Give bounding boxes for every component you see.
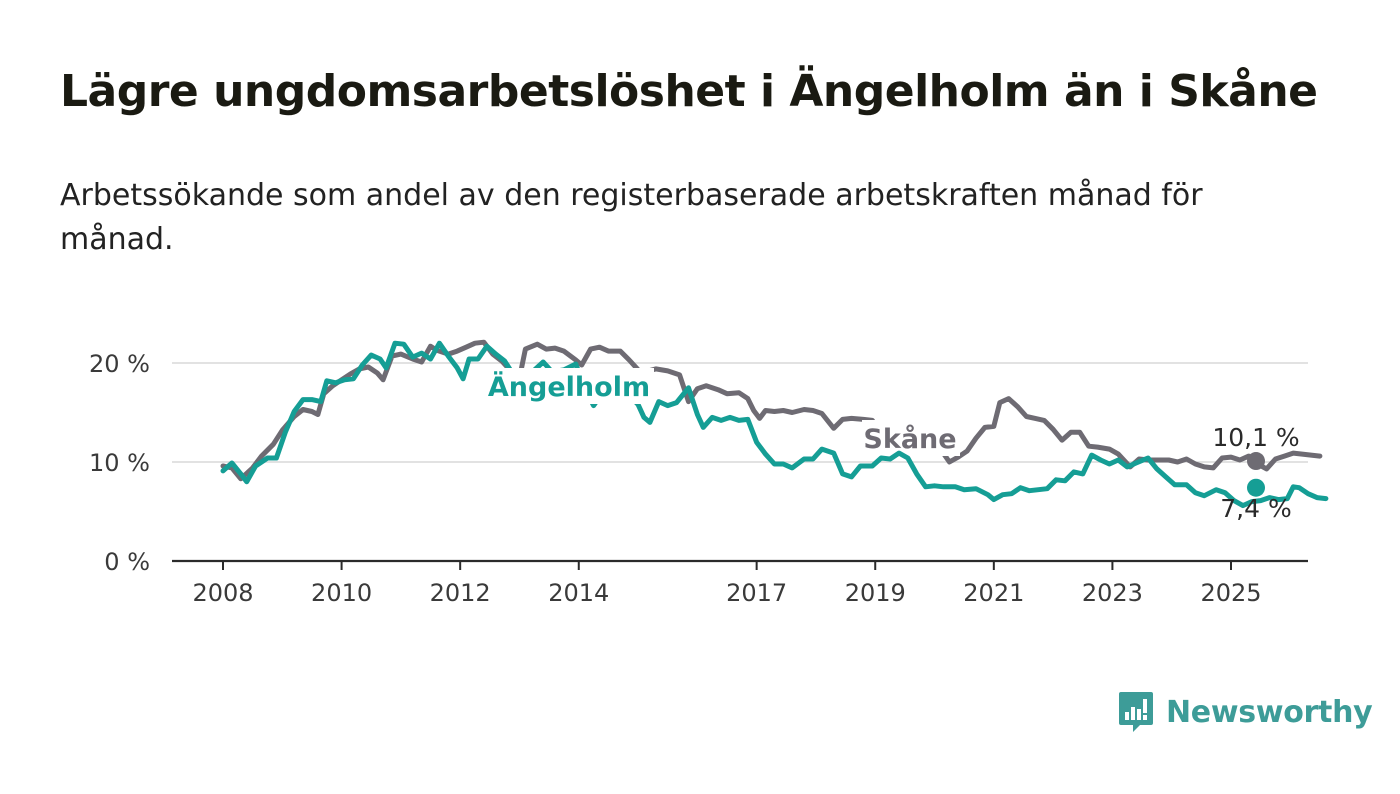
end-label-angelholm: 7,4 % [1220,494,1291,523]
y-tick-label: 0 % [104,548,150,576]
end-point-angelholm [1247,478,1265,497]
series-label-skane: Skåne [863,423,956,455]
chart-subtitle: Arbetssökande som andel av den registerb… [60,178,1203,257]
x-tick-label: 2010 [311,579,372,607]
chart-title: Lägre ungdomsarbetslöshet i Ängelholm än… [60,66,1318,117]
series-label-angelholm: Ängelholm [488,371,650,403]
x-tick-label: 2023 [1082,579,1143,607]
y-tick-label: 20 % [89,350,150,378]
x-tick-label: 2019 [845,579,906,607]
x-tick-label: 2012 [430,579,491,607]
series-line-angelholm [220,340,1329,509]
end-point-skane [1247,452,1265,471]
y-tick-label: 10 % [89,449,150,477]
x-tick-label: 2008 [192,579,253,607]
x-tick-label: 2014 [548,579,609,607]
brand-name: Newsworthy [1166,694,1373,730]
label-background [484,368,654,404]
brand-logo[interactable]: Newsworthy [1118,690,1373,734]
x-tick-label: 2021 [963,579,1024,607]
end-label-skane: 10,1 % [1212,423,1299,452]
newsworthy-logo-icon [1119,692,1153,732]
x-tick-label: 2017 [726,579,787,607]
label-background [862,420,960,456]
x-tick-label: 2025 [1200,579,1261,607]
